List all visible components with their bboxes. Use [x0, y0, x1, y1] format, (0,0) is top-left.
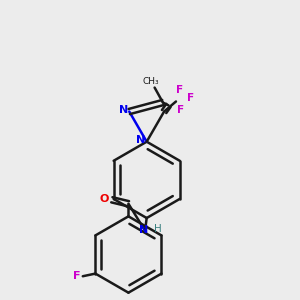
Text: F: F — [177, 104, 184, 115]
Text: O: O — [100, 194, 109, 204]
Text: N: N — [119, 105, 128, 115]
Text: F: F — [176, 85, 183, 94]
Text: H: H — [154, 224, 161, 234]
Text: N: N — [139, 225, 148, 235]
Text: CH₃: CH₃ — [143, 77, 160, 86]
Text: F: F — [187, 93, 194, 103]
Text: N: N — [136, 135, 145, 145]
Text: F: F — [73, 271, 81, 281]
